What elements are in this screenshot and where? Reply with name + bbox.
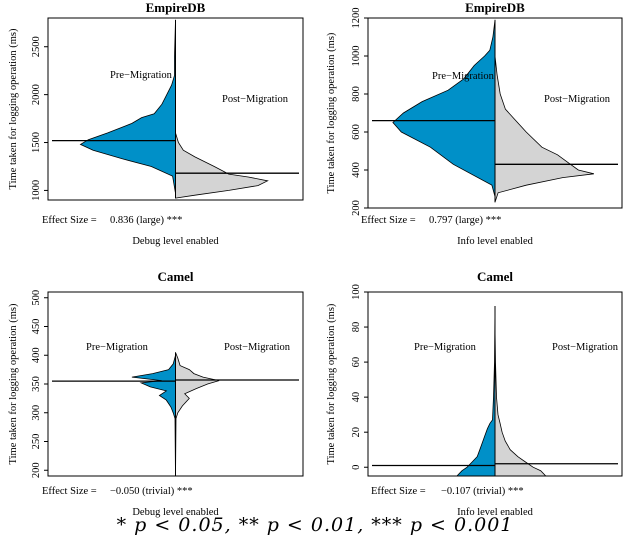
post-migration-bean (175, 132, 269, 199)
y-tick-label: 60 (351, 357, 362, 368)
significance-footnote: * p < 0.05, ** p < 0.01, *** p < 0.001 (116, 514, 514, 536)
y-tick-label: 600 (351, 124, 362, 140)
y-tick-label: 1500 (31, 132, 42, 153)
pre-migration-bean (131, 355, 176, 476)
y-tick-label: 2500 (31, 36, 42, 57)
y-axis-label: Time taken for logging operation (ms) (8, 28, 19, 189)
x-axis-label: Info level enabled (457, 507, 534, 518)
plot-frame (47, 17, 304, 201)
y-tick-label: 800 (351, 86, 362, 102)
y-tick-label: 80 (351, 322, 362, 333)
post-migration-bean (494, 55, 594, 203)
bean-panel-3: 200 250 300 350 400 450 500 Camel Time taken for… (8, 269, 304, 518)
post-migration-bean (494, 326, 547, 476)
post-migration-label: Post−Migration (224, 342, 291, 353)
pre-migration-bean (392, 19, 496, 197)
y-axis-label: Time taken for logging operation (ms) (326, 303, 337, 464)
y-tick-label: 400 (351, 162, 362, 178)
pre-migration-label: Pre−Migration (86, 342, 149, 353)
x-axis-label: Debug level enabled (132, 507, 219, 518)
pre-migration-bean (456, 305, 496, 476)
y-tick-label: 40 (351, 392, 362, 403)
y-tick-label: 400 (31, 347, 42, 363)
effect-size-value: −0.050 (trivial) *** (110, 486, 193, 497)
y-tick-label: 350 (31, 376, 42, 392)
y-tick-label: 1000 (31, 180, 42, 201)
post-migration-label: Post−Migration (552, 342, 619, 353)
panel-title: EmpireDB (465, 0, 525, 15)
post-migration-bean (175, 352, 220, 476)
y-tick-label: 200 (31, 462, 42, 478)
y-tick-label: 1000 (351, 46, 362, 67)
plot-frame (367, 17, 623, 209)
x-axis-label: Info level enabled (457, 236, 534, 247)
panel-title: Camel (477, 269, 513, 284)
effect-size-value: −0.107 (trivial) *** (441, 486, 524, 497)
panel-title: Camel (157, 269, 193, 284)
bean-panel-4: 0 20 40 60 80 100 Camel Time taken for logging … (326, 269, 623, 518)
y-tick-label: 2000 (31, 84, 42, 105)
effect-size-label: Effect Size = (361, 215, 416, 226)
effect-size-label: Effect Size = (371, 486, 426, 497)
y-tick-label: 100 (351, 284, 362, 300)
x-axis-label: Debug level enabled (132, 236, 219, 247)
panel-title: EmpireDB (146, 0, 206, 15)
y-tick-label: 1200 (351, 8, 362, 29)
y-axis-label: Time taken for logging operation (ms) (326, 32, 337, 193)
effect-size-label: Effect Size = (42, 486, 97, 497)
y-tick-label: 500 (31, 290, 42, 306)
pre-migration-label: Pre−Migration (414, 342, 477, 353)
pre-migration-label: Pre−Migration (110, 70, 173, 81)
y-tick-label: 300 (31, 405, 42, 421)
effect-size-value: 0.836 (large) *** (110, 215, 182, 226)
post-migration-label: Post−Migration (544, 94, 611, 105)
y-tick-label: 0 (351, 465, 362, 470)
bean-panel-1: 1000 1500 2000 2500 EmpireDB Time taken for l… (8, 0, 304, 247)
plot-frame (367, 291, 623, 477)
y-tick-label: 200 (351, 200, 362, 216)
y-tick-label: 450 (31, 319, 42, 335)
pre-migration-bean (79, 19, 176, 194)
bean-panel-2: 200 400 600 800 1000 1200 EmpireDB Time taken f… (326, 0, 623, 247)
y-axis-label: Time taken for logging operation (ms) (8, 303, 19, 464)
y-tick-label: 250 (31, 434, 42, 450)
effect-size-value: 0.797 (large) *** (429, 215, 501, 226)
y-tick-label: 20 (351, 427, 362, 438)
effect-size-label: Effect Size = (42, 215, 97, 226)
post-migration-label: Post−Migration (222, 94, 289, 105)
pre-migration-label: Pre−Migration (432, 71, 495, 82)
